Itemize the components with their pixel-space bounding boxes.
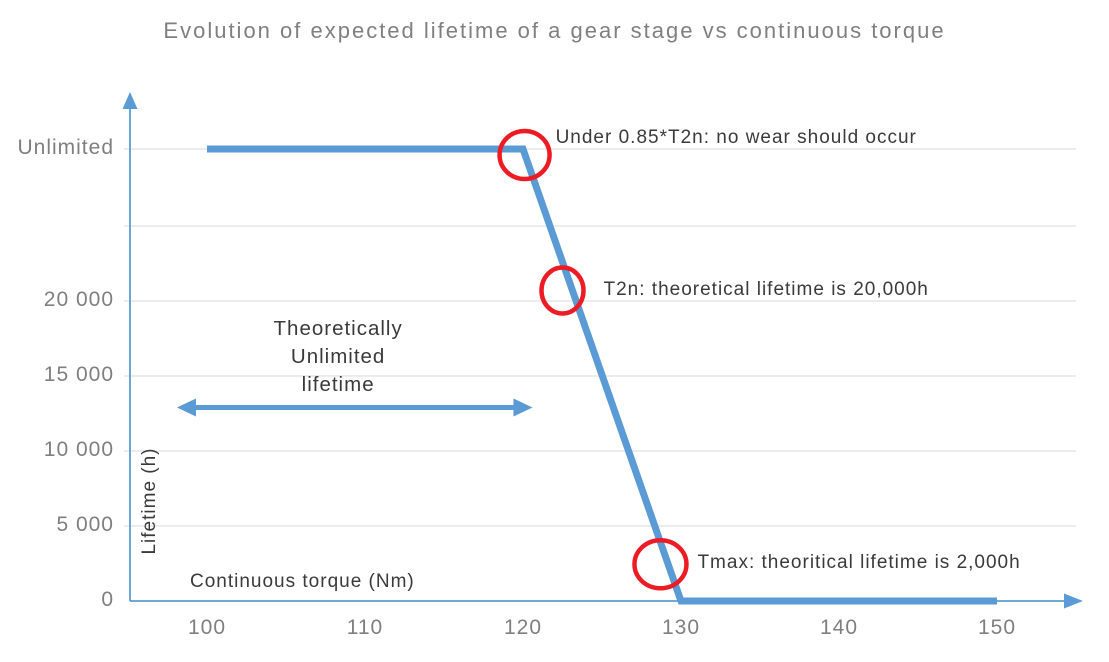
x-tick-label: 130	[661, 616, 701, 639]
y-tick-label: Unlimited	[17, 136, 114, 159]
annotation-circle-3	[632, 538, 689, 591]
annotation-circle-2	[539, 265, 586, 316]
x-tick-label: 150	[977, 616, 1017, 639]
y-tick-label: 15 000	[43, 363, 114, 386]
chart-title: Evolution of expected lifetime of a gear…	[163, 18, 946, 43]
annotation-circle-1	[497, 128, 552, 182]
x-tick-label: 100	[187, 616, 227, 639]
range-arrow-left-icon	[176, 398, 196, 417]
lifetime-curve	[207, 145, 997, 605]
x-tick-label: 120	[503, 616, 543, 639]
y-tick-label: 10 000	[43, 438, 114, 461]
y-tick-label: 5 000	[56, 513, 114, 536]
y-axis-arrow-icon	[122, 92, 138, 109]
y-axis-title: Lifetime (h)	[139, 447, 160, 555]
x-axis-arrow-icon	[1064, 593, 1083, 609]
y-tick-label: 0	[101, 588, 114, 611]
annotation-text-2: T2n: theoretical lifetime is 20,000h	[603, 278, 929, 300]
x-tick-label: 140	[819, 616, 859, 639]
range-annotation-label: Theoretically Unlimited lifetime	[273, 316, 403, 396]
annotation-text-1: Under 0.85*T2n: no wear should occur	[555, 127, 917, 148]
range-arrow-right-icon	[513, 398, 533, 417]
y-tick-label: 20 000	[43, 288, 114, 311]
x-axis-title: Continuous torque (Nm)	[190, 571, 415, 592]
x-tick-label: 110	[346, 616, 384, 639]
annotation-text-3: Tmax: theoritical lifetime is 2,000h	[697, 552, 1021, 574]
